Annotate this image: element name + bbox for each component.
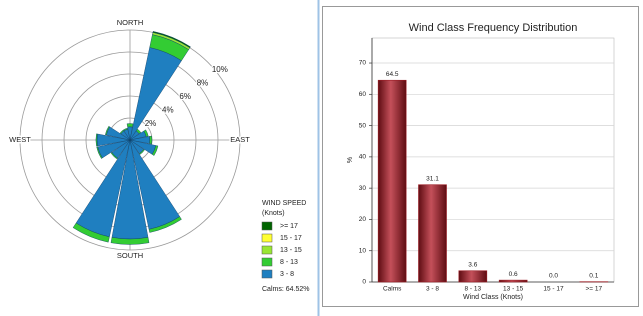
bar	[418, 184, 447, 283]
legend-swatch	[261, 245, 273, 255]
compass-label: EAST	[230, 135, 250, 144]
y-tick-label: 70	[359, 60, 367, 67]
petal-segment	[123, 127, 128, 132]
petal-segment	[110, 237, 150, 245]
bar	[458, 270, 488, 283]
y-axis-label: %	[347, 157, 354, 163]
value-label: 0.6	[509, 271, 518, 278]
calms-label: Calms: 64.52%	[262, 286, 309, 293]
petal-segment	[126, 123, 134, 128]
legend-title: (Knots)	[262, 210, 285, 217]
petal-segment	[151, 145, 159, 156]
petal-segment	[96, 146, 103, 159]
ring-label: 6%	[179, 92, 191, 101]
legend-title: WIND SPEED	[262, 200, 306, 207]
value-label: 0.0	[549, 273, 558, 280]
chart-title: Wind Class Frequency Distribution	[409, 22, 578, 34]
ring-label: 10%	[212, 65, 228, 74]
y-tick-label: 10	[359, 247, 367, 254]
petal-segment	[149, 135, 153, 145]
compass-label: SOUTH	[117, 251, 143, 260]
x-tick-label: 13 - 15	[503, 286, 524, 293]
bar	[498, 279, 528, 283]
compass-label: WEST	[9, 135, 31, 144]
ring-label: 4%	[162, 106, 174, 115]
legend-swatch	[261, 269, 273, 279]
petal-segment	[139, 149, 145, 155]
x-tick-label: >= 17	[586, 286, 603, 293]
legend-swatch	[261, 257, 273, 267]
value-label: 0.1	[589, 272, 598, 279]
legend-swatch	[261, 221, 273, 231]
value-label: 31.1	[426, 175, 439, 182]
x-tick-label: 3 - 8	[426, 286, 439, 293]
legend-label: >= 17	[280, 223, 298, 230]
y-tick-label: 0	[362, 279, 366, 286]
compass-label: NORTH	[117, 18, 144, 27]
y-tick-label: 30	[359, 185, 367, 192]
ring-label: 8%	[197, 78, 209, 87]
petal-segment	[119, 129, 125, 135]
x-tick-label: 8 - 13	[465, 286, 482, 293]
petal-segment	[105, 125, 110, 136]
legend-label: 15 - 17	[280, 235, 302, 242]
x-axis-label: Wind Class (Knots)	[463, 294, 523, 301]
plot-area	[371, 37, 615, 283]
y-tick-label: 40	[359, 154, 367, 161]
y-tick-label: 50	[359, 122, 367, 129]
bar	[377, 79, 407, 283]
petal-segment	[152, 31, 191, 49]
petal-segment	[110, 152, 118, 160]
x-tick-label: 15 - 17	[543, 286, 564, 293]
legend-label: 3 - 8	[280, 271, 294, 278]
y-tick-label: 60	[359, 91, 367, 98]
y-tick-label: 20	[359, 216, 367, 223]
value-label: 64.5	[386, 71, 399, 78]
ring-label: 2%	[145, 119, 157, 128]
petal-segment	[135, 128, 142, 135]
petal-segment	[143, 129, 149, 137]
legend-label: 8 - 13	[280, 259, 298, 266]
x-tick-label: Calms	[383, 286, 402, 293]
petal-segment	[148, 216, 182, 233]
value-label: 3.6	[468, 261, 477, 268]
legend-swatch	[261, 233, 273, 243]
legend-label: 13 - 15	[280, 247, 302, 254]
petal-segment	[72, 222, 110, 243]
petal-segment	[95, 133, 98, 147]
